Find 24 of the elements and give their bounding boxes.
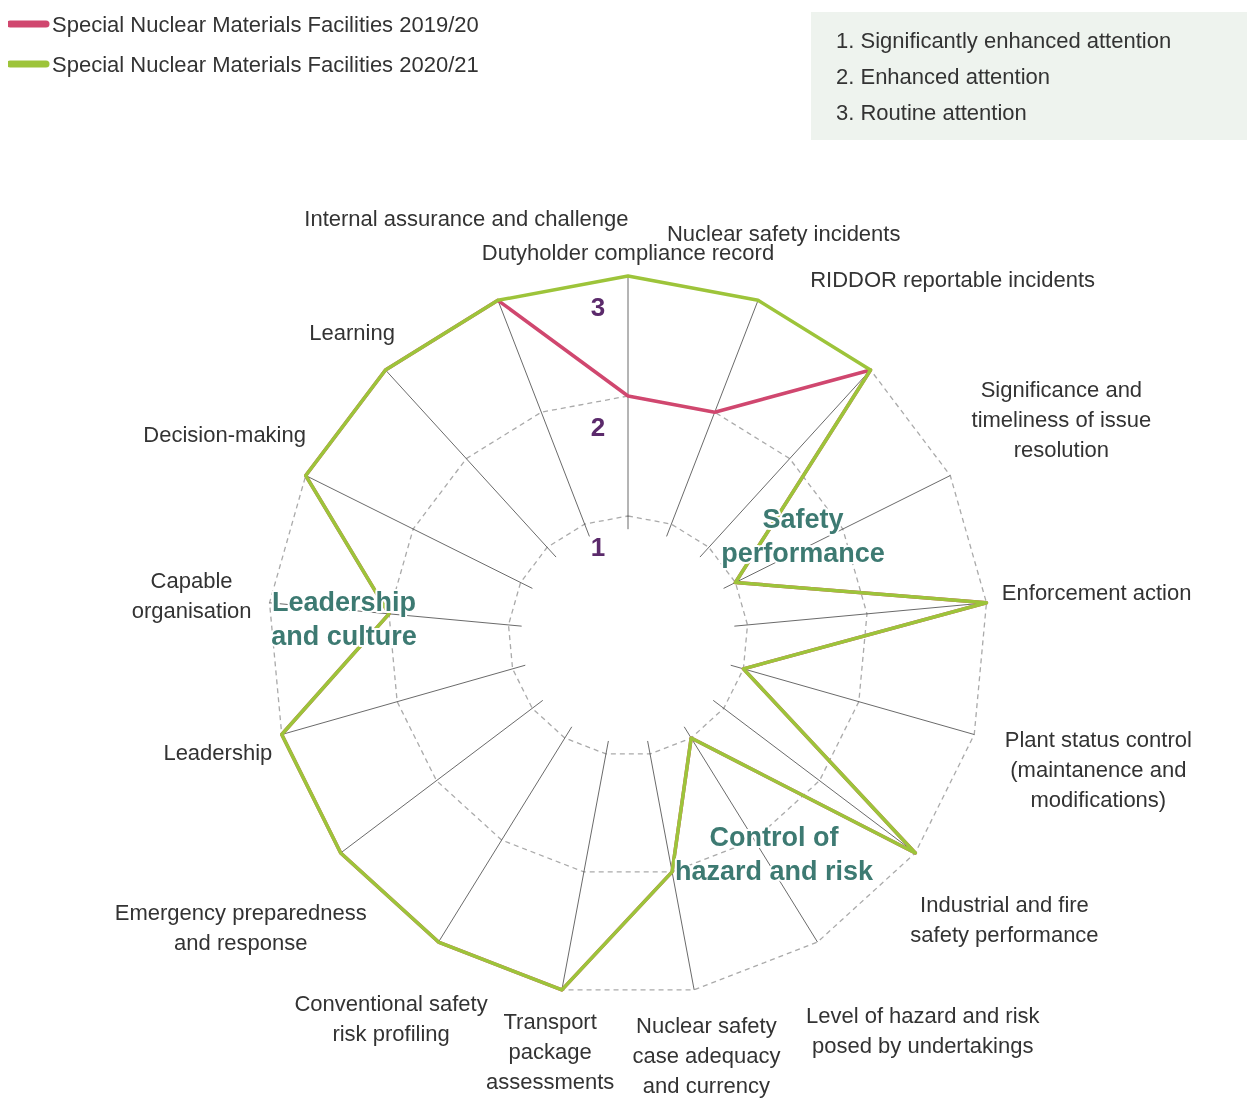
spoke-label: Enforcement action (1001, 579, 1192, 605)
spoke-label: Internal assurance and challenge (304, 205, 629, 231)
text: 3. Routine attention (836, 100, 1027, 125)
spoke-label: Significance and timeliness of issue resolution (971, 377, 1152, 463)
y-tick-label: 1 (590, 532, 606, 562)
spoke-label: Leadership (163, 739, 273, 765)
spoke-label: Industrial and fire safety performance (910, 892, 1099, 948)
spoke-label: Capable organisation (131, 567, 252, 623)
spoke-label: Nuclear safety case adequacy and currency (632, 1012, 781, 1098)
y-tick-label: 3 (590, 292, 606, 322)
spoke-label: Learning (309, 320, 395, 346)
text: Control of hazard and risk (674, 822, 875, 886)
legend-label: Special Nuclear Materials Facilities 2020/21 (52, 52, 479, 77)
spoke-label: RIDDOR reportable incidents (810, 266, 1096, 292)
spoke-label: Decision-making (143, 422, 306, 448)
spoke-label: Conventional safety risk profiling (294, 990, 488, 1046)
spoke-label: Emergency preparedness and response (114, 900, 367, 956)
spoke-label: Plant status control (maintanence and modifications) (1004, 726, 1192, 812)
spoke-label: Level of hazard and risk posed by undertakings (805, 1003, 1041, 1059)
text: 1. Significantly enhanced attention (836, 28, 1172, 53)
y-tick-label: 2 (590, 412, 606, 442)
text: 2. Enhanced attention (836, 64, 1051, 89)
spoke-label: Transport package assessments (485, 1009, 615, 1095)
legend-label: Special Nuclear Materials Facilities 2019/20 (52, 12, 479, 37)
